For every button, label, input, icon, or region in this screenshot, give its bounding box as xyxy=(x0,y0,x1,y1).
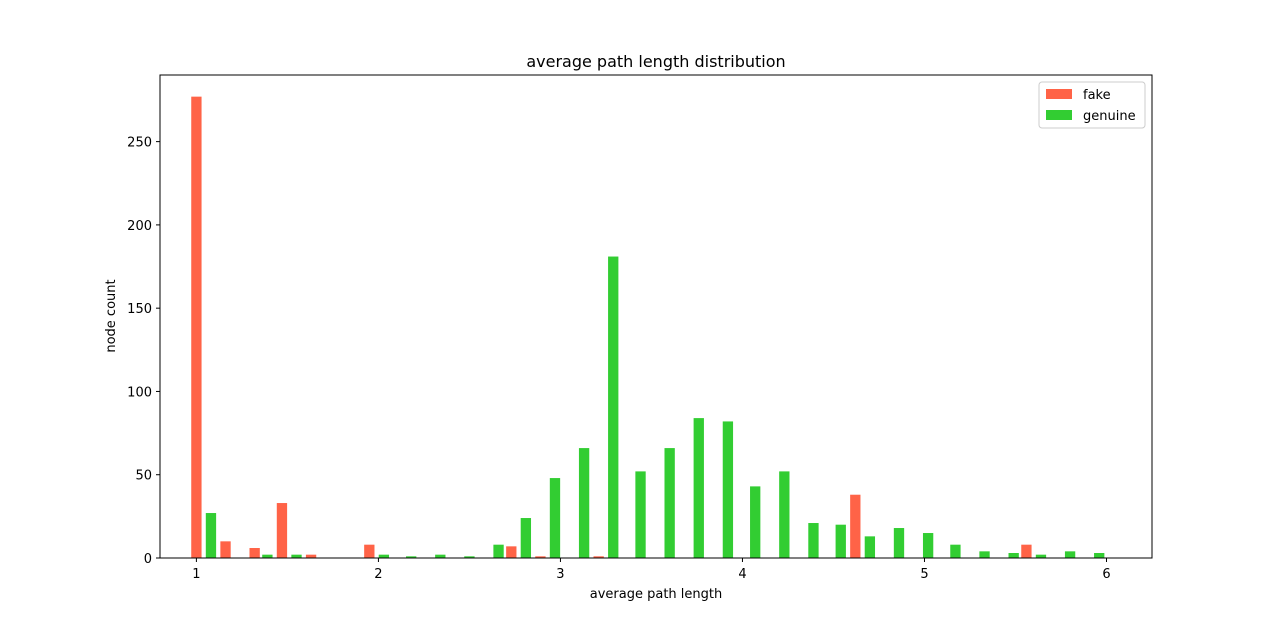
plot-area xyxy=(159,74,1153,559)
bar-genuine-27 xyxy=(1064,551,1076,558)
bar-genuine-16 xyxy=(750,486,761,558)
x-axis-label: average path length xyxy=(590,587,722,602)
legend: fake genuine xyxy=(1038,81,1146,129)
bar-fake-1 xyxy=(220,541,231,558)
bar-genuine-6 xyxy=(464,556,475,558)
x-tick-label-4: 4 xyxy=(738,567,746,582)
bar-genuine-2 xyxy=(291,554,302,558)
y-tick-label-0: 0 xyxy=(144,552,152,567)
bar-genuine-10 xyxy=(578,448,590,558)
bar-genuine-0 xyxy=(205,513,217,558)
x-tick-label-1: 1 xyxy=(192,567,200,582)
bar-genuine-23 xyxy=(950,544,961,558)
bar-genuine-12 xyxy=(635,471,646,558)
bar-genuine-25 xyxy=(1008,553,1019,558)
bar-genuine-22 xyxy=(922,533,934,558)
legend-label-genuine: genuine xyxy=(1083,109,1136,124)
bar-genuine-1 xyxy=(262,554,273,558)
y-tick-label-50: 50 xyxy=(135,469,152,484)
legend-swatch-genuine xyxy=(1046,110,1072,120)
bar-fake-3 xyxy=(276,503,288,558)
bar-genuine-18 xyxy=(808,523,819,558)
y-tick-label-100: 100 xyxy=(127,385,152,400)
bar-genuine-11 xyxy=(608,256,619,558)
bar-genuine-21 xyxy=(893,528,905,558)
bar-genuine-9 xyxy=(549,478,561,558)
bars-layer xyxy=(191,96,1105,559)
x-tick-label-2: 2 xyxy=(374,567,382,582)
bar-genuine-13 xyxy=(664,448,675,558)
legend-swatch-fake xyxy=(1046,89,1072,99)
bar-genuine-8 xyxy=(520,518,532,558)
bar-genuine-4 xyxy=(406,556,417,558)
y-tick-label-150: 150 xyxy=(127,302,152,317)
bar-genuine-5 xyxy=(435,554,446,558)
bar-genuine-26 xyxy=(1035,554,1047,558)
bar-genuine-14 xyxy=(693,418,704,558)
bar-fake-0 xyxy=(191,96,202,559)
bar-fake-4 xyxy=(305,554,317,558)
bar-genuine-19 xyxy=(835,524,846,558)
bar-fake-5 xyxy=(364,544,375,558)
bar-fake-10 xyxy=(1021,544,1032,558)
y-tick-label-250: 250 xyxy=(127,136,152,151)
bar-fake-2 xyxy=(249,548,260,558)
bar-fake-8 xyxy=(593,556,604,558)
bar-genuine-7 xyxy=(493,544,504,558)
bar-genuine-24 xyxy=(979,551,990,558)
bar-genuine-15 xyxy=(722,421,734,558)
x-axis-ticks: 1 2 3 4 5 6 xyxy=(192,558,1111,582)
legend-label-fake: fake xyxy=(1083,88,1111,103)
bar-fake-6 xyxy=(506,546,517,558)
bar-fake-7 xyxy=(535,556,546,558)
bar-genuine-17 xyxy=(779,471,790,558)
bar-fake-9 xyxy=(850,494,861,558)
x-tick-label-6: 6 xyxy=(1102,567,1110,582)
chart-title: average path length distribution xyxy=(526,52,785,71)
bar-genuine-28 xyxy=(1094,553,1105,558)
y-axis-label: node count xyxy=(104,279,119,352)
y-axis-ticks: 0 50 100 150 200 250 xyxy=(127,136,160,567)
bar-genuine-3 xyxy=(378,554,390,558)
x-tick-label-3: 3 xyxy=(556,567,564,582)
x-tick-label-5: 5 xyxy=(920,567,928,582)
bar-genuine-20 xyxy=(864,536,876,558)
y-tick-label-200: 200 xyxy=(127,219,152,234)
